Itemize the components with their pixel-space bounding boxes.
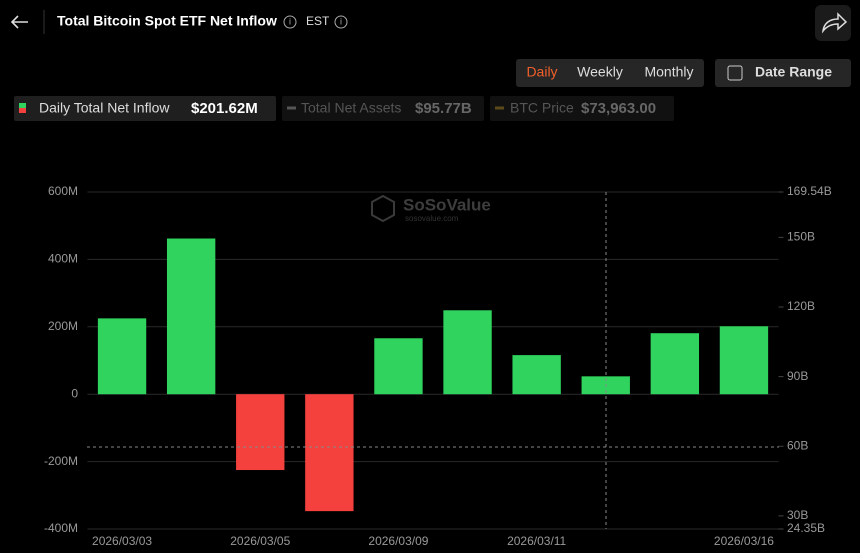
bar [166,238,216,395]
info-glyph: i [340,16,342,26]
y2-tick-label: 120B [787,299,815,313]
watermark-brand: SoSoValue [403,195,491,214]
tab[interactable]: Weekly [577,64,623,80]
legend-label: BTC Price [510,100,574,116]
timezone: EST [306,14,330,28]
watermark-site: sosovalue.com [405,214,459,223]
legend-label: Total Net Assets [301,100,401,116]
x-tick-label: 2026/03/05 [230,534,290,548]
y-tick-label: 400M [48,252,78,266]
info-icon[interactable] [283,15,297,29]
x-tick-label: 2026/03/16 [714,534,774,548]
share-icon [821,12,848,34]
tab[interactable]: Daily [526,64,557,80]
legend-item-box[interactable] [490,96,674,121]
calendar-icon [727,65,743,81]
plot-area: 600M 400M 200M 0 -200M -400M 169.54B 150B 120B 90… [44,184,832,548]
bar [236,394,285,471]
legend-swatch [19,108,26,113]
x-tick-label: 2026/03/03 [92,534,152,548]
bar [650,333,700,395]
y2-tick-label: 90B [787,369,808,383]
legend-label: Daily Total Net Inflow [39,100,170,116]
tab[interactable]: Monthly [644,64,693,80]
share-button[interactable] [815,5,851,41]
legend-swatch [19,103,26,108]
legend-item-box[interactable] [282,96,484,121]
y2-tick-label: 24.35B [787,521,825,535]
back-button[interactable] [10,15,28,29]
y2-tick-label: 169.54B [787,184,832,198]
x-tick-label: 2026/03/09 [368,534,428,548]
bar [305,394,354,512]
bar [97,318,147,395]
tab-group [516,59,704,87]
bar [443,310,492,395]
info-icon[interactable] [334,15,348,29]
y2-tick-label: 30B [787,508,808,522]
y-tick-label: -400M [44,521,78,535]
legend-value: $73,963.00 [581,100,656,117]
y-tick-label: 0 [71,386,78,400]
watermark-logo [371,194,395,223]
legend-item-box[interactable] [14,96,276,121]
y-tick-label: 600M [48,184,78,198]
y-tick-label: -200M [44,454,78,468]
bar [719,326,769,395]
info-glyph: i [289,16,291,26]
date-range-button[interactable] [715,59,851,87]
y2-tick-label: 150B [787,230,815,244]
title: Total Bitcoin Spot ETF Net Inflow [57,13,277,29]
bar [374,338,423,395]
legend-value: $201.62M [191,100,258,117]
date-range-label: Date Range [755,64,832,80]
x-tick-label: 2026/03/11 [507,534,566,548]
legend-value: $95.77B [415,100,472,117]
y-tick-label: 200M [48,319,78,333]
y2-tick-label: 60B [787,438,808,452]
bar [512,355,561,395]
